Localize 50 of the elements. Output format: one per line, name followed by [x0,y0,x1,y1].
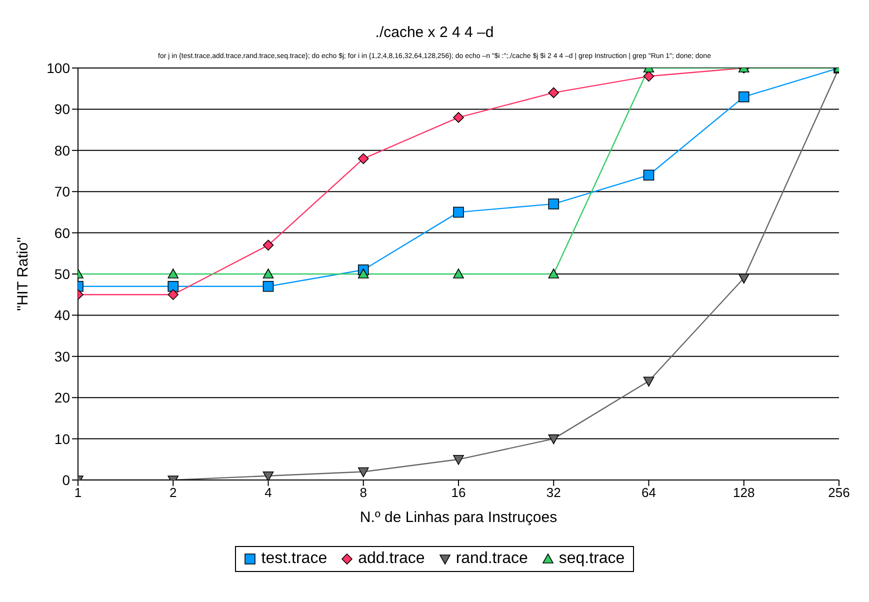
point [358,467,369,478]
chart-title: ./cache x 2 4 4 –d [374,24,495,41]
point [168,280,179,292]
x-tick-label: 64 [642,485,656,500]
point [262,280,274,292]
y-tick-label: 60 [54,224,70,241]
x-tick-label: 4 [264,485,272,500]
point [453,268,464,278]
x-tick-label: 32 [546,485,561,500]
point [548,198,560,210]
point [548,87,560,98]
point [453,455,464,465]
point [262,471,274,480]
legend-label: seq.trace [558,550,625,568]
legend-label: test.trace [261,550,328,568]
y-tick-label: 0 [62,472,70,488]
point [453,206,464,218]
point [738,274,750,284]
y-axis-title: "HIT Ratio" [14,237,32,311]
point [738,91,750,102]
point [262,268,274,278]
y-tick-label: 100 [46,60,70,76]
y-tick-label: 40 [54,307,70,324]
y-tick-label: 20 [54,390,70,406]
point [358,153,369,164]
x-tick-label: 1 [74,485,82,500]
point [548,268,560,278]
point [168,289,179,300]
y-tick-label: 50 [54,266,70,282]
point [262,240,274,251]
point [548,434,560,444]
point [643,170,654,181]
legend-label: add.trace [358,550,425,568]
y-tick-label: 80 [54,142,70,158]
x-tick-label: 2 [170,485,177,500]
point [643,70,654,82]
y-tick-label: 30 [54,348,70,364]
x-tick-label: 16 [451,485,466,500]
point [643,376,654,387]
y-tick-label: 90 [54,101,70,118]
y-tick-label: 10 [54,430,70,447]
point [358,268,369,278]
point [168,268,179,278]
x-tick-label: 8 [360,485,367,500]
x-tick-label: 128 [733,485,755,500]
x-tick-label: 256 [828,485,850,500]
point [453,112,464,123]
x-axis-title: N.º de Linhas para Instruçoes [360,509,558,526]
legend-label: rand.trace [456,550,528,568]
y-tick-label: 70 [54,184,70,200]
